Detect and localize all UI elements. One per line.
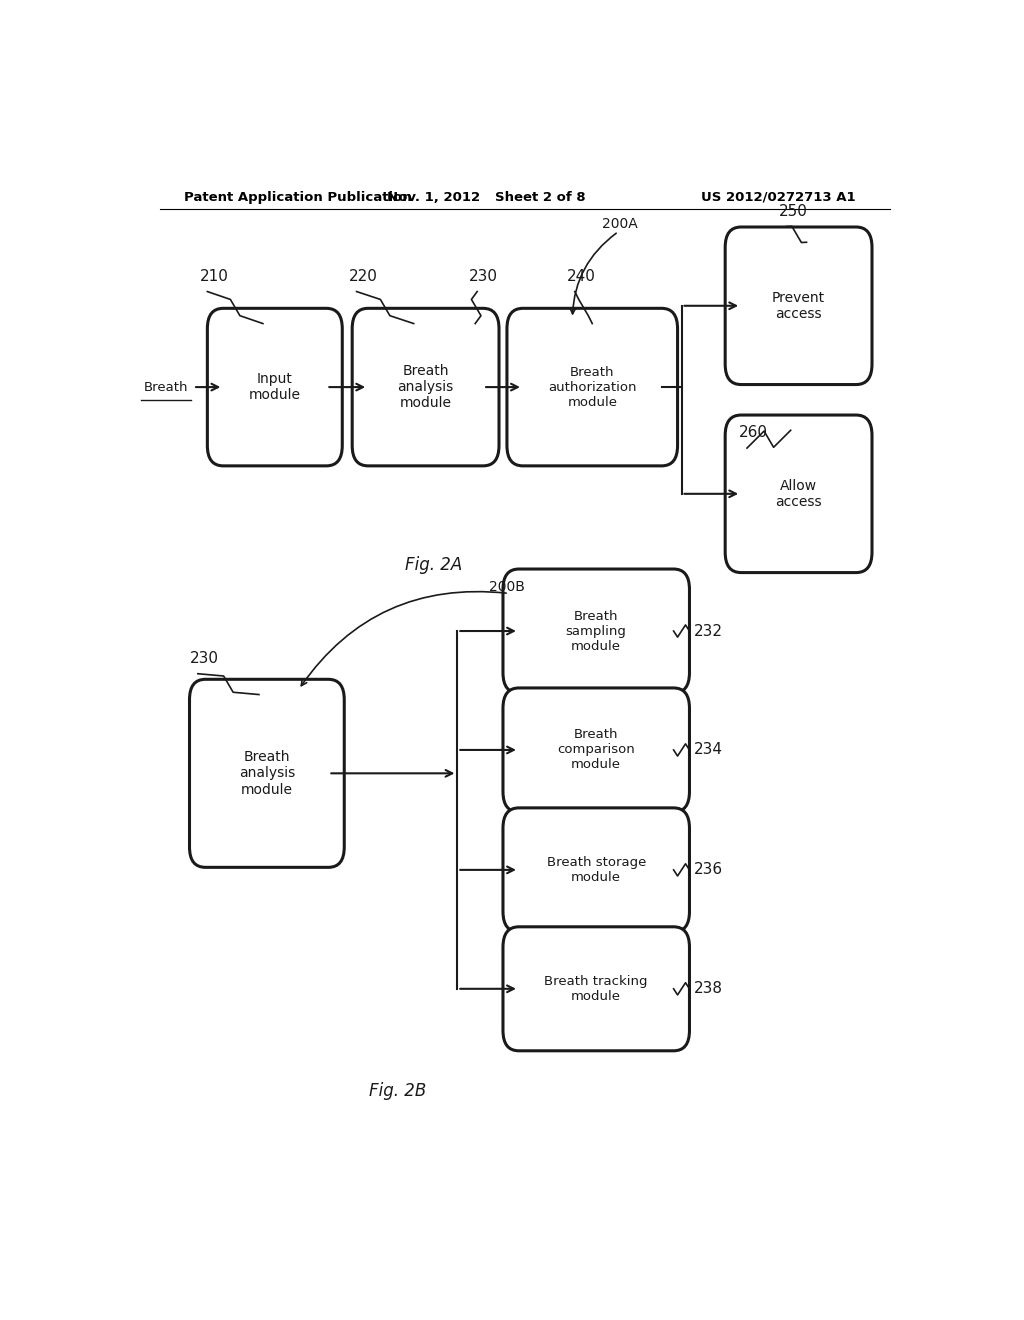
Text: 230: 230: [189, 651, 219, 667]
Text: Breath
comparison
module: Breath comparison module: [557, 729, 635, 771]
Text: Sheet 2 of 8: Sheet 2 of 8: [496, 190, 586, 203]
Text: 210: 210: [200, 269, 228, 284]
Text: Allow
access: Allow access: [775, 479, 822, 510]
Text: 230: 230: [469, 269, 499, 284]
Text: Breath tracking
module: Breath tracking module: [545, 974, 648, 1003]
FancyBboxPatch shape: [725, 414, 872, 573]
Text: 220: 220: [348, 269, 378, 284]
Text: 238: 238: [693, 981, 723, 997]
FancyBboxPatch shape: [352, 309, 499, 466]
FancyBboxPatch shape: [507, 309, 678, 466]
FancyBboxPatch shape: [189, 680, 344, 867]
Text: US 2012/0272713 A1: US 2012/0272713 A1: [701, 190, 856, 203]
Text: 232: 232: [693, 623, 723, 639]
FancyBboxPatch shape: [503, 927, 689, 1051]
Text: 250: 250: [778, 203, 808, 219]
Text: 200A: 200A: [602, 218, 638, 231]
Text: 236: 236: [693, 862, 723, 878]
Text: Patent Application Publication: Patent Application Publication: [183, 190, 412, 203]
Text: Breath
sampling
module: Breath sampling module: [566, 610, 627, 652]
Text: Nov. 1, 2012: Nov. 1, 2012: [387, 190, 480, 203]
Text: Breath storage
module: Breath storage module: [547, 855, 646, 884]
Text: Breath
authorization
module: Breath authorization module: [548, 366, 637, 409]
Text: Fig. 2A: Fig. 2A: [404, 556, 462, 574]
Text: 240: 240: [567, 269, 596, 284]
FancyBboxPatch shape: [503, 569, 689, 693]
FancyBboxPatch shape: [207, 309, 342, 466]
Text: Prevent
access: Prevent access: [772, 290, 825, 321]
FancyBboxPatch shape: [503, 688, 689, 812]
FancyBboxPatch shape: [725, 227, 872, 384]
Text: Breath: Breath: [143, 380, 188, 393]
Text: Breath
analysis
module: Breath analysis module: [397, 364, 454, 411]
Text: Breath
analysis
module: Breath analysis module: [239, 750, 295, 796]
Text: 234: 234: [693, 742, 723, 758]
Text: 260: 260: [739, 425, 768, 441]
Text: 200B: 200B: [489, 581, 525, 594]
FancyBboxPatch shape: [503, 808, 689, 932]
Text: Fig. 2B: Fig. 2B: [370, 1082, 426, 1101]
Text: Input
module: Input module: [249, 372, 301, 403]
